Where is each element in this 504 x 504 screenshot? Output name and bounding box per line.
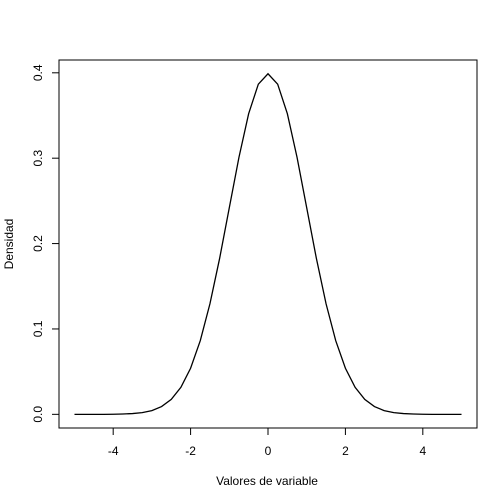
y-tick-label: 0.0 <box>31 406 45 423</box>
y-tick-label: 0.3 <box>31 150 45 167</box>
density-line <box>74 72 462 415</box>
y-tick-label: 0.4 <box>31 64 45 81</box>
x-tick-label: -4 <box>108 444 119 458</box>
x-axis-label: Valores de variable <box>216 474 318 488</box>
y-tick-label: 0.1 <box>31 320 45 337</box>
x-tick-label: 0 <box>265 444 272 458</box>
x-tick-label: -2 <box>185 444 196 458</box>
y-tick-label: 0.2 <box>31 235 45 252</box>
y-axis-label: Densidad <box>2 219 16 270</box>
x-tick-label: 4 <box>419 444 426 458</box>
x-tick-label: 2 <box>342 444 349 458</box>
